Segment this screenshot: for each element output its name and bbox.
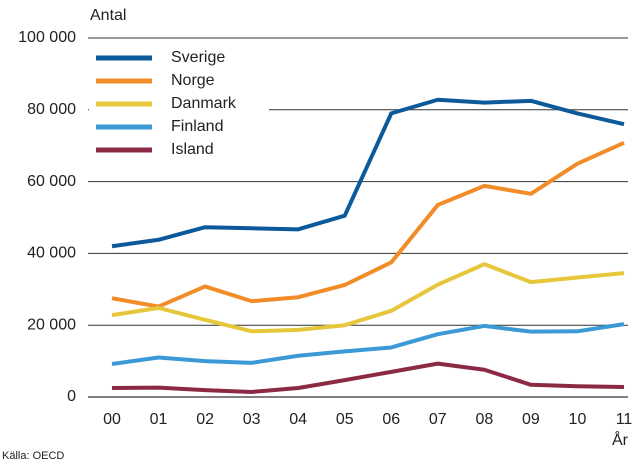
series-line xyxy=(111,262,625,334)
x-tick-label: 04 xyxy=(289,411,307,428)
x-tick-label: 01 xyxy=(150,411,168,428)
y-tick-label: 100 000 xyxy=(18,29,76,46)
x-tick-label: 00 xyxy=(103,411,121,428)
y-tick-label: 80 000 xyxy=(27,101,76,118)
series-line xyxy=(111,141,625,309)
x-tick-label: 02 xyxy=(196,411,214,428)
x-tick-label: 03 xyxy=(243,411,261,428)
x-tick-label: 09 xyxy=(522,411,540,428)
x-tick-label: 10 xyxy=(569,411,587,428)
x-axis-label: År xyxy=(612,430,629,449)
y-tick-label: 0 xyxy=(67,388,76,405)
series-line xyxy=(111,97,625,249)
y-tick-label: 20 000 xyxy=(27,316,76,333)
y-tick-label: 60 000 xyxy=(27,173,76,190)
y-tick-label: 40 000 xyxy=(27,245,76,262)
legend-label: Danmark xyxy=(171,95,237,112)
x-tick-label: 11 xyxy=(616,411,633,428)
series-line xyxy=(111,361,625,394)
series-line xyxy=(111,322,625,366)
legend-label: Norge xyxy=(171,72,215,89)
x-tick-label: 05 xyxy=(336,411,354,428)
x-tick-label: 07 xyxy=(429,411,447,428)
legend-label: Sverige xyxy=(171,49,225,66)
x-tick-label: 06 xyxy=(382,411,400,428)
y-axis-label: Antal xyxy=(90,7,126,24)
legend-label: Island xyxy=(171,141,214,158)
source: Källa: OECD xyxy=(2,450,64,459)
x-tick-label: 08 xyxy=(475,411,493,428)
legend-label: Finland xyxy=(171,118,223,135)
